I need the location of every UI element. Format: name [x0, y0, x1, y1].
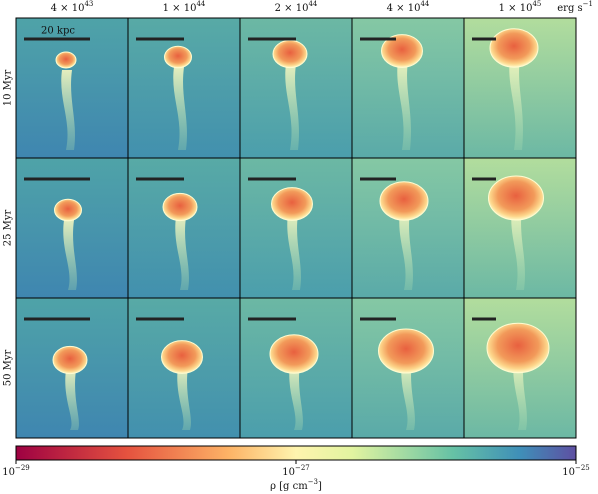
column-label-base: 4 × 10	[51, 3, 85, 14]
plume-head	[55, 51, 77, 69]
plume-stem	[65, 370, 79, 430]
plume-stem	[401, 361, 415, 430]
column-label: 4 × 1044	[387, 0, 430, 14]
plume-stem	[509, 58, 523, 150]
column-label-exponent: 44	[308, 0, 317, 8]
column-label: 4 × 1043	[51, 0, 94, 14]
column-label: 2 × 1044	[275, 0, 318, 14]
column-label-base: 1 × 10	[499, 3, 533, 14]
plume-head	[164, 45, 192, 69]
colorbar-label-base: ρ [g cm	[270, 481, 308, 492]
plume-head	[488, 175, 544, 221]
row-label: 50 Myr	[3, 349, 14, 386]
column-label: 1 × 1045	[499, 0, 542, 14]
colorbar-tick-label-base: 10	[562, 467, 575, 478]
plume-head	[54, 198, 82, 222]
plume-stem	[61, 70, 75, 150]
plume-stem	[511, 208, 525, 290]
column-label: 1 × 1044	[163, 0, 206, 14]
column-label-exponent: 44	[420, 0, 429, 8]
column-label-exponent: 43	[84, 0, 93, 8]
column-label-base: 4 × 10	[387, 3, 421, 14]
plume-head	[379, 181, 429, 221]
row-label: 10 Myr	[3, 69, 14, 106]
plume-head	[52, 345, 88, 375]
plume-stem	[175, 217, 189, 290]
plume-head	[269, 334, 319, 374]
plume-stem	[287, 214, 301, 290]
plume-stem	[399, 211, 413, 290]
plume-stem	[513, 358, 527, 430]
plume-stem	[289, 364, 303, 430]
colorbar-label-exponent: −3	[308, 478, 318, 486]
colorbar-tick-label-exponent: −27	[295, 464, 310, 472]
colorbar-label: ρ [g cm−3]	[270, 478, 322, 492]
colorbar-tick-label: 10−25	[562, 464, 590, 478]
column-label-exponent: 45	[532, 0, 541, 8]
plume-head	[272, 39, 308, 69]
plume-head	[161, 340, 203, 374]
plume-stem	[397, 61, 411, 150]
column-label-exponent: 44	[196, 0, 205, 8]
colorbar-tick-label-exponent: −29	[15, 464, 30, 472]
plume-stem	[173, 67, 187, 150]
plume-stem	[177, 367, 191, 430]
colorbar-tick-label-base: 10	[282, 467, 295, 478]
plume-stem	[63, 220, 77, 290]
plume-head	[271, 187, 313, 221]
unit-label-base: erg s	[557, 3, 582, 14]
unit-label-exponent: −1	[583, 0, 593, 8]
colorbar-tick-label-base: 10	[2, 467, 15, 478]
plume-head	[381, 34, 423, 68]
column-label-base: 2 × 10	[275, 3, 309, 14]
plume-head	[489, 28, 539, 68]
colorbar-label-tail: ]	[318, 481, 322, 492]
colorbar-tick-label: 10−29	[2, 464, 30, 478]
colorbar	[15, 445, 577, 461]
row-label: 25 Myr	[3, 209, 14, 246]
scale-bar-label: 20 kpc	[41, 26, 75, 37]
colorbar-tick-label-exponent: −25	[575, 464, 590, 472]
plume-head	[378, 328, 434, 374]
plume-head	[162, 192, 198, 222]
colorbar-tick-label: 10−27	[282, 464, 310, 478]
column-label-base: 1 × 10	[163, 3, 197, 14]
plume-stem	[285, 64, 299, 150]
unit-label: erg s−1	[557, 0, 593, 14]
plume-head	[486, 322, 550, 374]
